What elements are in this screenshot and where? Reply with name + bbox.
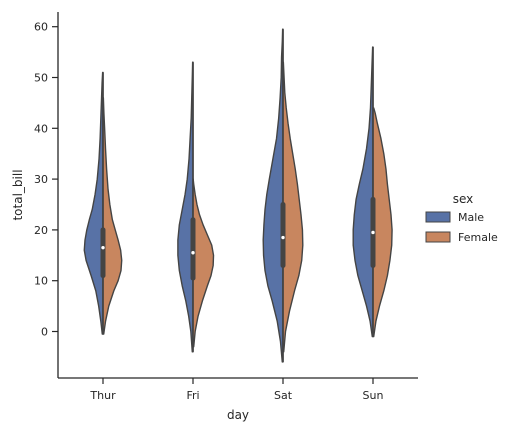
violin-male-thur — [83, 71, 104, 335]
violin-male-sun — [352, 46, 374, 338]
y-tick-label: 0 — [41, 326, 48, 339]
legend-label-female: Female — [458, 231, 498, 244]
violin-male-sat — [262, 28, 284, 363]
legend-swatch-female — [425, 231, 451, 243]
violin-female-sat — [282, 61, 304, 353]
y-axis-label: total_bill — [11, 169, 25, 220]
y-tick-label: 40 — [34, 122, 48, 135]
median-dot-sat — [281, 235, 285, 240]
legend-entries: Male Female — [425, 211, 498, 244]
y-tick-label: 20 — [34, 224, 48, 237]
inner-box-group — [100, 29, 376, 362]
x-axis-label: day — [227, 408, 249, 422]
legend-title: sex — [453, 192, 474, 206]
y-tick-label: 60 — [34, 21, 48, 34]
median-dot-sun — [371, 230, 375, 235]
y-tick-label: 30 — [34, 173, 48, 186]
x-tick-label: Sat — [274, 389, 293, 402]
median-dot-thur — [101, 245, 105, 250]
x-tick-label: Fri — [186, 389, 199, 402]
violins-group — [83, 28, 393, 363]
y-tick-label: 50 — [34, 72, 48, 85]
violin-female-sun — [372, 107, 393, 338]
violin-male-fri — [177, 61, 194, 353]
median-dot-fri — [191, 251, 195, 255]
y-tick-label: 10 — [34, 275, 48, 288]
x-tick-label: Sun — [363, 389, 384, 402]
legend-swatch-male — [425, 211, 451, 223]
x-ticks: Thur Fri Sat Sun — [89, 378, 383, 402]
y-ticks: 0 10 20 30 40 50 60 — [34, 21, 58, 339]
violin-female-thur — [102, 97, 123, 335]
legend-label-male: Male — [458, 211, 484, 224]
x-tick-label: Thur — [89, 389, 116, 402]
legend: sex Male Female — [425, 192, 498, 244]
violin-female-fri — [192, 178, 215, 348]
axes-group: 0 10 20 30 40 50 60 Thur Fri Sat Sun — [34, 12, 418, 402]
